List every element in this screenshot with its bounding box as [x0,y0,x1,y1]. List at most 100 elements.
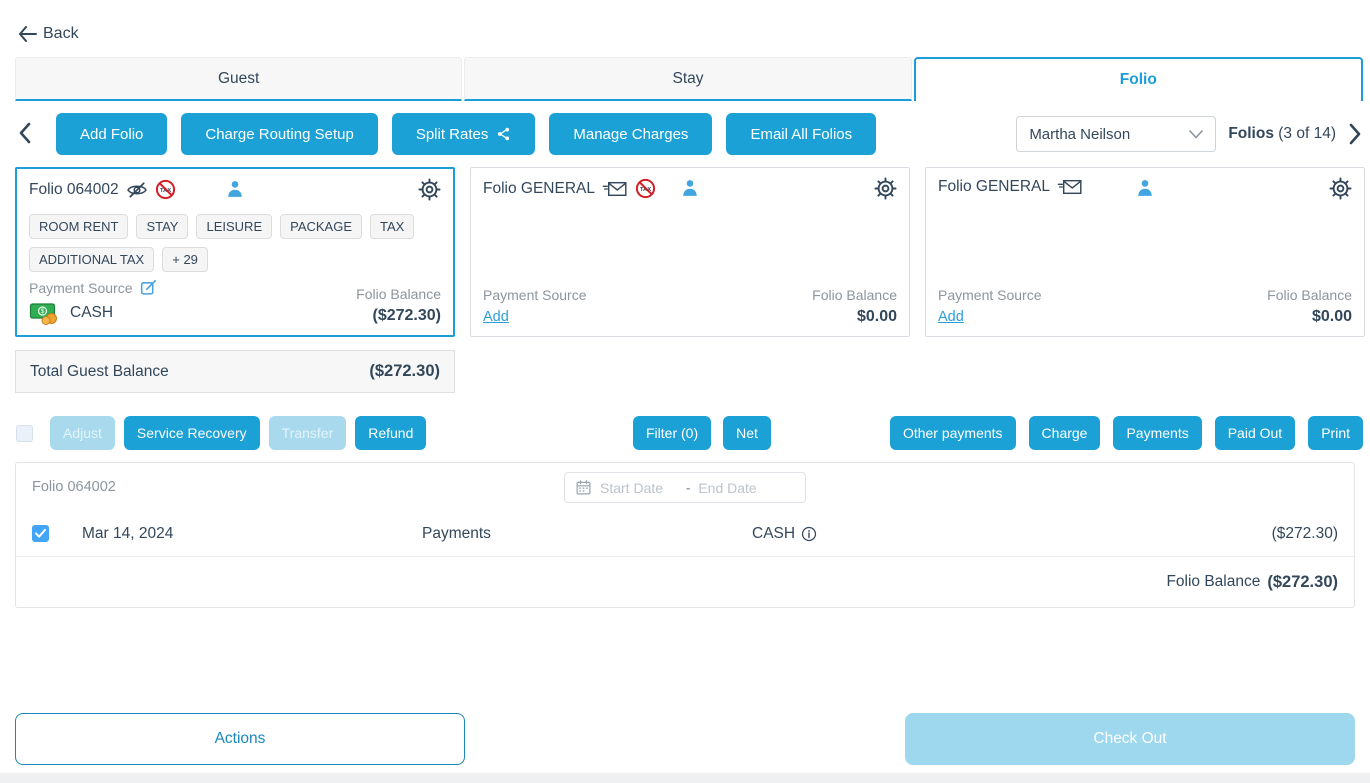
guest-selector-value: Martha Neilson [1029,125,1131,143]
edit-payment-source-icon[interactable] [140,279,157,296]
row-checkbox[interactable] [32,525,49,542]
folio-settings-gear-icon[interactable] [874,177,897,200]
date-range-separator: - [686,480,691,495]
folio-card-064002[interactable]: Folio 064002 TAX ROOM RENT STAY LEI [15,167,455,337]
payments-button[interactable]: Payments [1113,416,1202,450]
next-folio-chevron[interactable] [1348,123,1362,145]
other-payments-button[interactable]: Other payments [889,416,1016,450]
paid-out-button[interactable]: Paid Out [1214,416,1296,450]
folio-settings-gear-icon[interactable] [1329,177,1352,200]
folio-balance-value: $0.00 [856,308,897,325]
payment-source-label: Payment Source [938,287,1042,303]
add-payment-source-link[interactable]: Add [483,309,509,325]
folio-card-title: Folio GENERAL [483,179,595,197]
tag-stay: STAY [136,214,189,239]
folio-card-general-1[interactable]: Folio GENERAL TAX Payment Source [470,167,910,337]
net-button[interactable]: Net [723,416,771,450]
paid-out-label: Paid Out [1227,425,1283,441]
tag-tax: TAX [370,214,415,239]
folio-toolbar: Add Folio Charge Routing Setup Split Rat… [0,112,1370,156]
charge-routing-setup-label: Charge Routing Setup [205,125,354,143]
transaction-actions-bar: Adjust Service Recovery Transfer Refund … [0,416,1370,450]
folio-balance-value: ($272.30) [372,307,442,324]
split-rates-label: Split Rates [415,125,489,143]
folio-cards: Folio 064002 TAX ROOM RENT STAY LEI [15,167,1365,337]
transaction-amount: ($272.30) [1271,524,1338,542]
add-folio-button[interactable]: Add Folio [56,113,168,155]
folio-balance-value: $0.00 [1311,308,1352,325]
chevron-down-icon [1189,129,1204,139]
tab-stay[interactable]: Stay [464,57,912,101]
other-payments-label: Other payments [902,425,1003,441]
prev-folio-chevron[interactable] [18,122,32,144]
tag-more-count[interactable]: + 29 [162,247,208,272]
payment-source-label: Payment Source [29,279,133,296]
tag-additional-tax: ADDITIONAL TAX [29,247,155,272]
email-all-folios-button[interactable]: Email All Folios [726,113,877,155]
date-range-picker[interactable]: - [564,472,806,503]
split-rates-button[interactable]: Split Rates [391,113,536,155]
back-arrow-icon [18,26,37,42]
add-folio-label: Add Folio [80,125,144,143]
payment-method-value: CASH [70,304,114,321]
back-link[interactable]: Back [18,25,79,43]
total-guest-balance-value: ($272.30) [369,362,440,380]
tag-room-rent: ROOM RENT [29,214,129,239]
transaction-type: Payments [422,524,491,542]
guest-person-icon[interactable] [681,178,700,198]
manage-charges-button[interactable]: Manage Charges [549,113,713,155]
folio-tags: ROOM RENT STAY LEISURE PACKAGE TAX ADDIT… [29,214,441,272]
refund-label: Refund [368,425,414,441]
folio-balance-label: Folio Balance [356,286,441,302]
total-guest-balance: Total Guest Balance ($272.30) [15,350,455,393]
tab-guest-label: Guest [217,69,260,87]
manage-charges-label: Manage Charges [573,125,689,143]
filter-button[interactable]: Filter (0) [633,416,712,450]
tab-bar: Guest Stay Folio [15,57,1363,101]
transfer-label: Transfer [281,425,334,441]
print-button[interactable]: Print [1308,416,1363,450]
check-out-button[interactable]: Check Out [905,713,1355,765]
folios-counter-count: (3 of 14) [1278,125,1336,142]
add-payment-source-link[interactable]: Add [938,309,964,325]
no-tax-icon: TAX [635,178,656,199]
folio-card-general-2[interactable]: Folio GENERAL Payment Source Add [925,167,1365,337]
share-icon [496,126,511,142]
cash-icon: $ [29,301,61,325]
start-date-input[interactable] [600,479,678,496]
charge-routing-setup-button[interactable]: Charge Routing Setup [181,113,378,155]
transaction-row[interactable]: Mar 14, 2024 Payments CASH ($272.30) [16,511,1354,557]
folios-counter-label: Folios [1228,125,1274,142]
svg-text:$: $ [41,308,45,315]
folio-balance-label: Folio Balance [1267,287,1352,303]
folios-counter: Folios (3 of 14) [1228,125,1336,143]
footer-strip [0,773,1370,783]
transaction-method: CASH [752,524,796,542]
send-email-icon [1057,178,1083,196]
adjust-button[interactable]: Adjust [50,416,115,450]
select-all-checkbox[interactable] [16,424,33,442]
folio-settings-gear-icon[interactable] [418,178,441,201]
actions-button[interactable]: Actions [15,713,465,765]
end-date-input[interactable] [698,479,777,496]
email-all-folios-label: Email All Folios [750,125,853,143]
charge-button[interactable]: Charge [1028,416,1101,450]
refund-button[interactable]: Refund [355,416,427,450]
folio-card-title: Folio 064002 [29,180,119,198]
guest-person-icon[interactable] [1136,178,1155,198]
back-label: Back [43,25,79,42]
payment-source-label: Payment Source [483,287,587,303]
transactions-folio-label: Folio 064002 [32,479,116,495]
tag-leisure: LEISURE [196,214,273,239]
tab-guest[interactable]: Guest [15,57,463,101]
tab-folio[interactable]: Folio [913,57,1363,101]
charge-label: Charge [1041,425,1088,441]
eye-off-icon [126,181,148,199]
info-icon[interactable] [801,526,817,542]
send-email-icon [602,180,628,198]
service-recovery-button[interactable]: Service Recovery [123,416,260,450]
guest-person-icon[interactable] [226,179,245,199]
adjust-label: Adjust [63,425,102,441]
guest-selector-dropdown[interactable]: Martha Neilson [1016,116,1217,152]
transfer-button[interactable]: Transfer [268,416,347,450]
